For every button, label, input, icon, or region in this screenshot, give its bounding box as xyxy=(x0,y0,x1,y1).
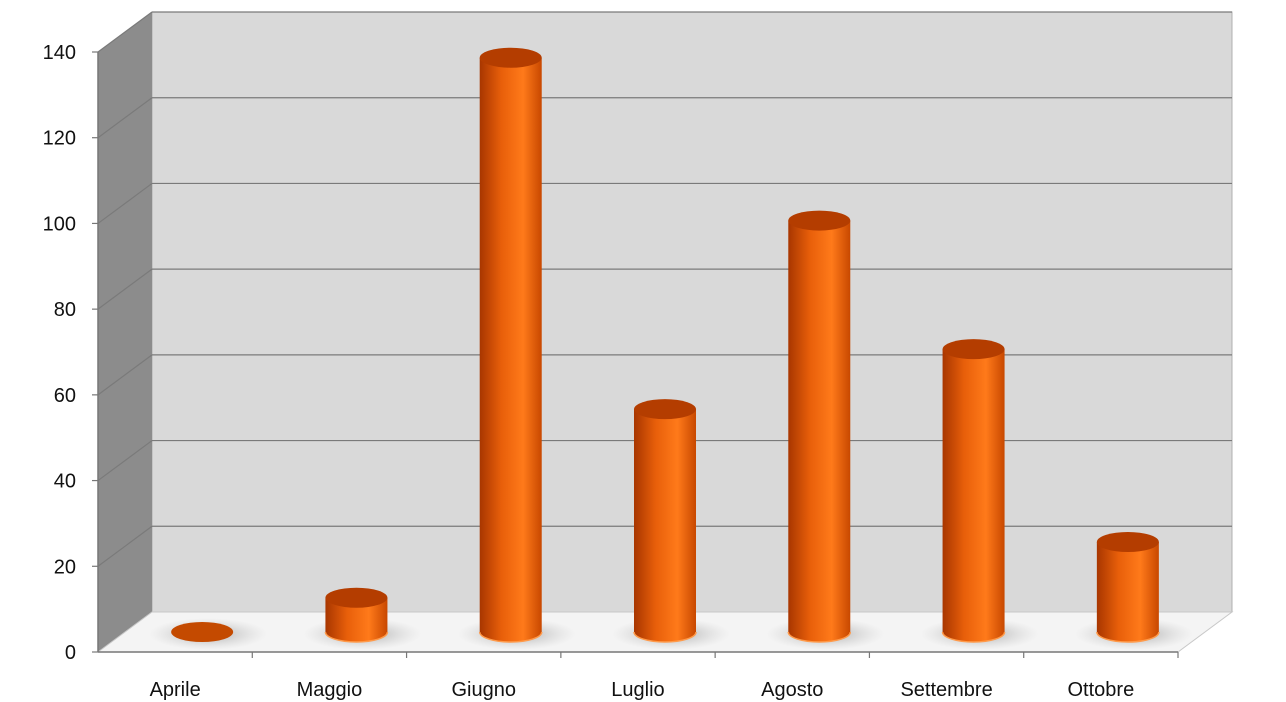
bar-base-rim xyxy=(941,631,1006,643)
x-tick-label: Giugno xyxy=(451,679,516,701)
y-tick-label: 60 xyxy=(54,385,76,407)
bar-ottobre xyxy=(1074,532,1193,650)
y-tick-label: 140 xyxy=(43,42,76,64)
grid-line-side xyxy=(97,97,153,139)
x-tick-label: Ottobre xyxy=(1068,679,1135,701)
x-tick-label: Maggio xyxy=(297,679,363,701)
grid-line-side xyxy=(97,11,153,53)
bar-top-cap xyxy=(942,339,1005,360)
bar-base-rim xyxy=(324,631,389,643)
grid-lines xyxy=(97,11,1232,567)
bar-base-rim xyxy=(478,631,543,643)
bar-body xyxy=(1096,542,1159,642)
grid-line-side xyxy=(97,440,153,482)
bar-top-cap xyxy=(1096,532,1159,552)
bar-top-cap xyxy=(634,399,696,420)
x-tick-label: Settembre xyxy=(900,679,992,701)
bar-base-rim xyxy=(633,631,697,643)
bar-top-cap xyxy=(788,210,851,231)
chart-side-wall xyxy=(98,12,152,652)
bar-base-rim xyxy=(787,631,852,643)
grid-line-side xyxy=(97,182,153,224)
x-tick-label: Agosto xyxy=(761,679,823,701)
y-tick-label: 80 xyxy=(54,299,76,321)
y-axis-ticks: 0 20 40 60 80 100 120 140 xyxy=(43,42,98,664)
grid-line-side xyxy=(97,354,153,396)
bar-body xyxy=(325,597,388,642)
bars xyxy=(149,47,1193,650)
bar-giugno xyxy=(457,47,576,650)
bar-agosto xyxy=(766,210,885,650)
x-tick-label: Aprile xyxy=(150,679,201,701)
y-tick-label: 120 xyxy=(43,128,76,150)
bar-body xyxy=(788,220,851,643)
y-tick-label: 0 xyxy=(65,642,76,664)
bar-top-cap xyxy=(325,587,388,608)
y-tick-label: 40 xyxy=(54,471,76,493)
bar-base-rim xyxy=(1096,631,1160,643)
bar-top-cap xyxy=(171,622,234,642)
bar-settembre xyxy=(920,339,1039,650)
x-tick-label: Luglio xyxy=(611,679,664,701)
axes xyxy=(97,52,1178,653)
bar-body xyxy=(634,409,696,642)
bar-aprile xyxy=(149,618,268,650)
bar-body xyxy=(942,349,1005,642)
bar-top-cap xyxy=(479,47,542,68)
y-tick-label: 20 xyxy=(54,556,76,578)
grid-line-side xyxy=(97,268,153,310)
bar-maggio xyxy=(303,587,422,650)
bar-body xyxy=(479,57,542,642)
bar-luglio xyxy=(612,399,730,650)
y-tick-label: 100 xyxy=(43,213,76,235)
grid-line-side xyxy=(97,525,153,567)
x-axis-labels: Aprile Maggio Giugno Luglio Agosto Settembre O… xyxy=(150,652,1179,701)
